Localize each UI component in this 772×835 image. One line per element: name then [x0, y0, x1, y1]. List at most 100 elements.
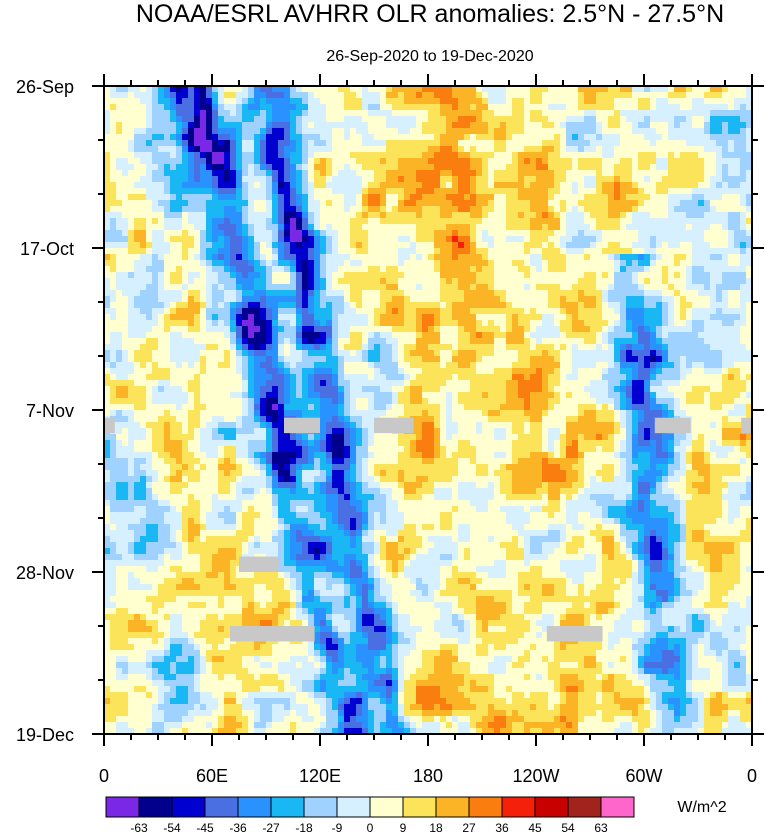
heatmap-cell — [596, 350, 603, 357]
heatmap-cell — [320, 248, 327, 255]
heatmap-cell — [314, 194, 321, 201]
heatmap-cell — [644, 266, 651, 273]
heatmap-cell — [434, 194, 441, 201]
heatmap-cell — [116, 284, 123, 291]
heatmap-cell — [728, 296, 735, 303]
heatmap-cell — [686, 272, 693, 279]
heatmap-cell — [722, 134, 729, 141]
heatmap-cell — [248, 134, 255, 141]
heatmap-cell — [242, 188, 249, 195]
heatmap-cell — [704, 140, 711, 147]
heatmap-cell — [530, 218, 537, 225]
heatmap-cell — [500, 152, 507, 159]
heatmap-cell — [422, 188, 429, 195]
heatmap-cell — [104, 92, 111, 99]
heatmap-cell — [470, 104, 477, 111]
heatmap-cell — [542, 350, 549, 357]
heatmap-cell — [578, 200, 585, 207]
heatmap-cell — [386, 260, 393, 267]
heatmap-cell — [698, 302, 705, 309]
heatmap-cell — [638, 128, 645, 135]
heatmap-cell — [230, 224, 237, 231]
heatmap-cell — [386, 338, 393, 345]
heatmap-cell — [260, 302, 267, 309]
heatmap-cell — [260, 98, 267, 105]
heatmap-cell — [182, 176, 189, 183]
heatmap-cell — [548, 242, 555, 249]
heatmap-cell — [572, 134, 579, 141]
heatmap-cell — [296, 188, 303, 195]
heatmap-cell — [584, 242, 591, 249]
heatmap-cell — [194, 356, 201, 363]
heatmap-cell — [740, 236, 747, 243]
heatmap-cell — [458, 254, 465, 261]
heatmap-cell — [230, 188, 237, 195]
heatmap-cell — [488, 110, 495, 117]
heatmap-cell — [584, 326, 591, 333]
heatmap-cell — [440, 236, 447, 243]
heatmap-cell — [716, 218, 723, 225]
heatmap-cell — [722, 356, 729, 363]
heatmap-cell — [140, 110, 147, 117]
heatmap-cell — [614, 92, 621, 99]
heatmap-cell — [464, 344, 471, 351]
heatmap-cell — [176, 260, 183, 267]
heatmap-cell — [668, 128, 675, 135]
heatmap-cell — [434, 104, 441, 111]
heatmap-cell — [140, 98, 147, 105]
heatmap-cell — [470, 98, 477, 105]
heatmap-cell — [620, 212, 627, 219]
heatmap-cell — [428, 272, 435, 279]
heatmap-cell — [242, 176, 249, 183]
heatmap-cell — [644, 290, 651, 297]
heatmap-cell — [134, 164, 141, 171]
heatmap-cell — [272, 218, 279, 225]
heatmap-cell — [236, 122, 243, 129]
heatmap-cell — [416, 314, 423, 321]
heatmap-cell — [278, 302, 285, 309]
heatmap-cell — [410, 104, 417, 111]
heatmap-cell — [344, 242, 351, 249]
heatmap-cell — [362, 128, 369, 135]
heatmap-cell — [632, 248, 639, 255]
heatmap-cell — [740, 200, 747, 207]
heatmap-cell — [308, 194, 315, 201]
heatmap-cell — [278, 176, 285, 183]
heatmap-cell — [188, 110, 195, 117]
heatmap-cell — [722, 314, 729, 321]
heatmap-cell — [116, 140, 123, 147]
heatmap-cell — [326, 296, 333, 303]
heatmap-cell — [548, 86, 555, 93]
heatmap-cell — [326, 164, 333, 171]
heatmap-cell — [284, 200, 291, 207]
heatmap-cell — [650, 194, 657, 201]
heatmap-cell — [632, 92, 639, 99]
heatmap-cell — [272, 152, 279, 159]
heatmap-cell — [260, 92, 267, 99]
heatmap-cell — [596, 338, 603, 345]
heatmap-cell — [500, 284, 507, 291]
heatmap-cell — [704, 230, 711, 237]
heatmap-cell — [512, 320, 519, 327]
heatmap-cell — [542, 206, 549, 213]
heatmap-cell — [158, 290, 165, 297]
heatmap-cell — [446, 116, 453, 123]
heatmap-cell — [674, 194, 681, 201]
heatmap-cell — [548, 206, 555, 213]
heatmap-cell — [158, 218, 165, 225]
heatmap-cell — [698, 350, 705, 357]
heatmap-cell — [596, 308, 603, 315]
heatmap-cell — [218, 296, 225, 303]
heatmap-cell — [104, 182, 111, 189]
heatmap-cell — [674, 122, 681, 129]
heatmap-cell — [698, 158, 705, 165]
heatmap-cell — [416, 248, 423, 255]
heatmap-cell — [482, 194, 489, 201]
heatmap-cell — [254, 254, 261, 261]
heatmap-cell — [704, 260, 711, 267]
heatmap-cell — [176, 86, 183, 93]
heatmap-cell — [194, 320, 201, 327]
heatmap-cell — [134, 236, 141, 243]
heatmap-cell — [626, 296, 633, 303]
heatmap-cell — [116, 230, 123, 237]
